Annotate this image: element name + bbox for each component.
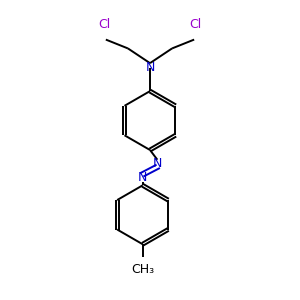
Text: Cl: Cl [190, 18, 202, 31]
Text: Cl: Cl [98, 18, 110, 31]
Text: N: N [138, 172, 147, 184]
Text: N: N [145, 61, 155, 74]
Text: N: N [153, 157, 162, 170]
Text: CH₃: CH₃ [131, 263, 154, 276]
